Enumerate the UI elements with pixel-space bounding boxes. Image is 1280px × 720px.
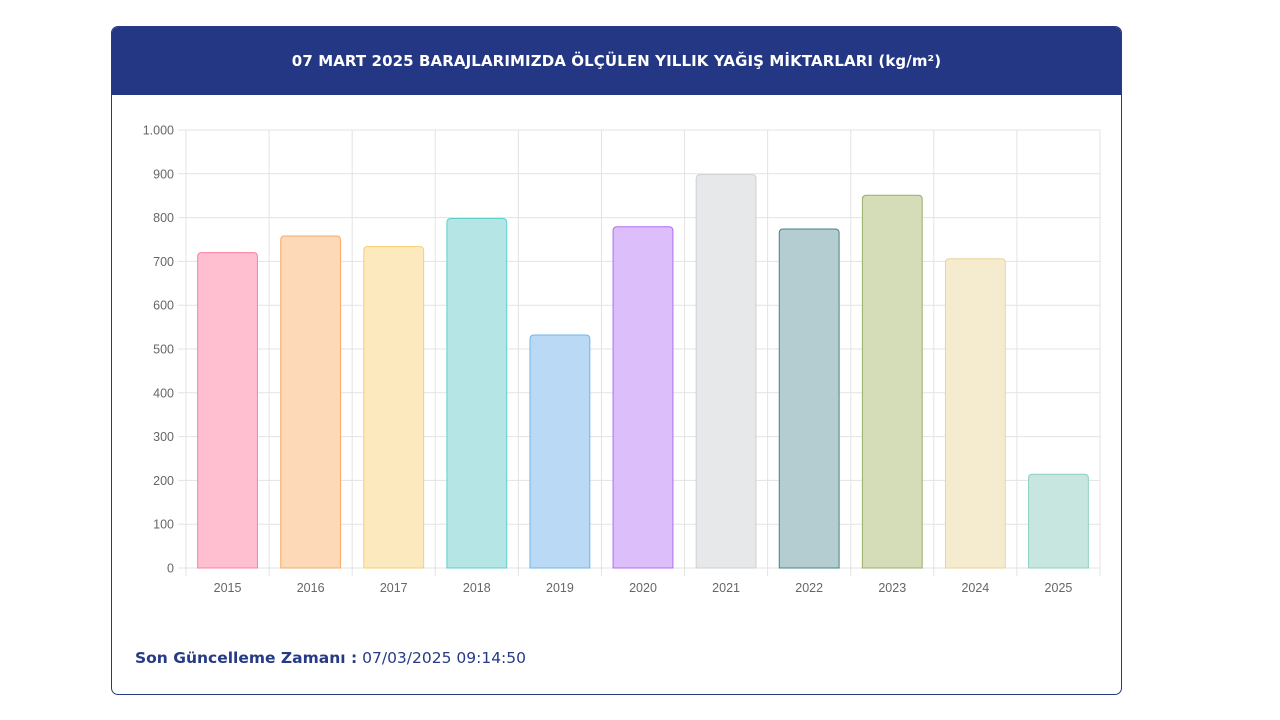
y-tick-label: 700 xyxy=(153,255,174,269)
y-tick-label: 300 xyxy=(153,430,174,444)
y-tick-label: 400 xyxy=(153,386,174,400)
y-tick-label: 0 xyxy=(167,562,174,576)
y-tick-label: 600 xyxy=(153,299,174,313)
y-tick-label: 100 xyxy=(153,518,174,532)
bar-chart: 0 100 200 300 400 500 600 700 800 900 1.000 2015 201… xyxy=(143,124,1101,596)
bars xyxy=(197,174,1089,569)
x-tick-label: 2020 xyxy=(629,581,657,595)
y-tick-label: 800 xyxy=(153,211,174,225)
x-tick-label: 2019 xyxy=(546,581,574,595)
x-tick-label: 2021 xyxy=(712,581,740,595)
x-tick-label: 2022 xyxy=(795,581,823,595)
bar-2024 xyxy=(944,258,1006,569)
x-tick-label: 2023 xyxy=(878,581,906,595)
y-tick-label: 200 xyxy=(153,474,174,488)
x-tick-label: 2025 xyxy=(1045,581,1073,595)
chart-card: 07 MART 2025 BARAJLARIMIZDA ÖLÇÜLEN YILL… xyxy=(111,26,1122,695)
x-tick-label: 2018 xyxy=(463,581,491,595)
x-tick-label: 2024 xyxy=(961,581,989,595)
chart-title: 07 MART 2025 BARAJLARIMIZDA ÖLÇÜLEN YILL… xyxy=(112,27,1121,95)
bar-2020 xyxy=(612,226,674,569)
bar-2015 xyxy=(197,252,258,569)
chart-area: 0 100 200 300 400 500 600 700 800 900 1.000 2015 201… xyxy=(112,95,1120,635)
x-tick-label: 2015 xyxy=(214,581,242,595)
bar-2025 xyxy=(1028,473,1089,569)
bar-2017 xyxy=(363,246,425,569)
last-update-value: 07/03/2025 09:14:50 xyxy=(362,649,527,667)
y-tick-label: 500 xyxy=(153,343,174,357)
bar-2023 xyxy=(861,194,923,569)
axis-labels: 0 100 200 300 400 500 600 700 800 900 1.000 2015 201… xyxy=(143,124,1073,596)
y-tick-label: 900 xyxy=(153,167,174,181)
y-tick-label: 1.000 xyxy=(143,124,174,138)
bar-2022 xyxy=(778,228,840,569)
bar-2021 xyxy=(695,174,757,569)
bar-2019 xyxy=(529,334,591,569)
last-update: Son Güncelleme Zamanı : 07/03/2025 09:14… xyxy=(135,649,526,667)
bar-2018 xyxy=(446,217,508,569)
x-tick-label: 2017 xyxy=(380,581,408,595)
bar-2016 xyxy=(280,235,342,569)
last-update-label: Son Güncelleme Zamanı : xyxy=(135,649,358,667)
x-tick-label: 2016 xyxy=(297,581,325,595)
